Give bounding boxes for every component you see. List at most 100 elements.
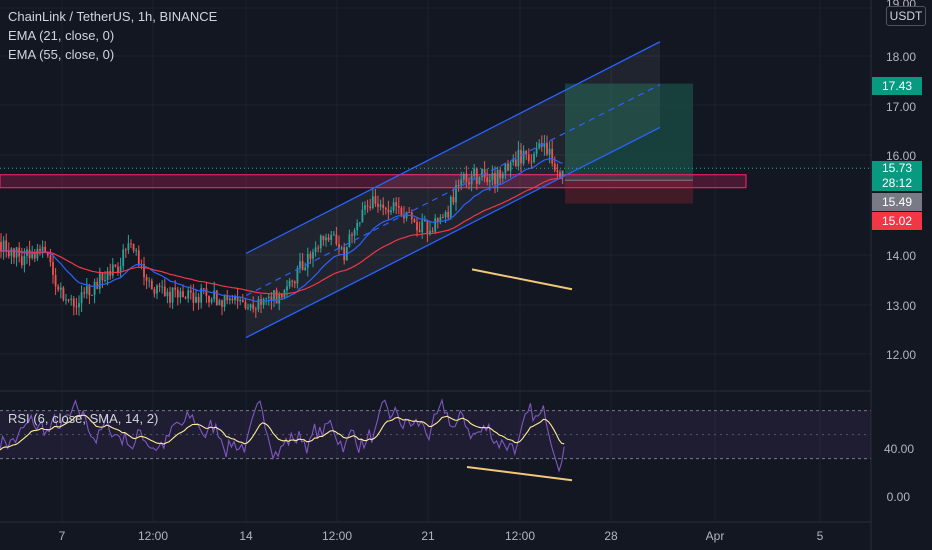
candle-body (169, 291, 171, 303)
candle-body (205, 288, 208, 296)
candle-body (135, 250, 138, 252)
candle-body (228, 298, 231, 301)
candle-body (322, 235, 325, 241)
target-price-tag: 17.43 (872, 77, 922, 95)
candle-body (356, 222, 359, 231)
stop-zone (565, 180, 693, 204)
time-tick: 28 (604, 529, 618, 543)
candle-body (275, 290, 278, 304)
candle-body (44, 246, 47, 253)
candle-body (23, 255, 26, 266)
stop-price-tag: 15.02 (872, 212, 922, 230)
candle-body (52, 262, 54, 275)
candle-body (192, 292, 195, 303)
price-tick-partial: 19.00 (886, 0, 916, 11)
candle-body (348, 234, 351, 248)
candle-body (166, 291, 169, 297)
candle-body (301, 261, 304, 270)
candle-body (314, 247, 317, 253)
candle-body (296, 268, 299, 284)
candle-body (491, 173, 494, 181)
candle-body (33, 253, 36, 259)
candle-body (317, 247, 320, 249)
candle-body (551, 148, 554, 164)
ema21-legend[interactable]: EMA (21, close, 0) (8, 28, 115, 43)
candle-body (249, 304, 252, 308)
symbol-title[interactable]: ChainLink / TetherUS, 1h, BINANCE (8, 9, 218, 24)
candle-body (460, 179, 463, 186)
candle-body (236, 296, 239, 302)
candle-body (189, 290, 192, 293)
candle-body (241, 299, 244, 303)
price-tick: 17.00 (886, 100, 916, 114)
candle-body (335, 234, 338, 245)
candle-body (67, 299, 70, 301)
candle-body (91, 294, 93, 296)
candle-body (468, 182, 470, 185)
candle-body (174, 287, 177, 290)
candle-body (309, 253, 312, 259)
candle-body (421, 220, 424, 233)
candle-body (62, 287, 65, 300)
candle-body (104, 280, 106, 282)
candle-body (0, 241, 2, 252)
candle-body (408, 212, 411, 214)
candle-body (54, 274, 57, 287)
price-tick: 13.00 (886, 299, 916, 313)
time-tick: 12:00 (505, 529, 535, 543)
ema55-legend[interactable]: EMA (55, close, 0) (8, 47, 115, 62)
currency-button[interactable]: USDT (886, 6, 926, 26)
candle-body (512, 159, 515, 163)
candle-body (449, 196, 452, 218)
candle-body (78, 303, 80, 308)
candle-body (353, 230, 356, 236)
candle-body (447, 211, 450, 218)
candle-body (525, 150, 528, 155)
candle-body (153, 289, 156, 294)
candle-body (143, 264, 145, 278)
candle-body (106, 271, 109, 281)
candle-body (171, 287, 174, 303)
rsi-legend[interactable]: RSI (6, close, SMA, 14, 2) (8, 411, 159, 426)
candle-body (49, 255, 52, 263)
candle-body (163, 286, 166, 297)
candle-body (319, 235, 322, 249)
candle-body (538, 143, 541, 149)
candle-body (527, 154, 530, 162)
candle-body (182, 291, 184, 298)
candle-body (127, 243, 130, 250)
candle-body (226, 295, 229, 301)
candle-body (5, 240, 8, 251)
candle-body (327, 237, 330, 240)
candle-body (286, 286, 288, 291)
candle-body (371, 196, 374, 209)
rsi-tick: 0.00 (887, 490, 911, 504)
rsi-lines (0, 398, 565, 473)
candle-body (486, 177, 489, 183)
candle-body (244, 302, 247, 308)
candle-body (304, 267, 307, 270)
candle-body (306, 253, 309, 268)
candle-body (210, 299, 213, 303)
candle-body (158, 285, 161, 287)
candle-body (85, 286, 88, 294)
candle-body (465, 173, 468, 183)
candle-body (221, 300, 223, 307)
rsi-sma-line (0, 414, 565, 451)
candle-body (273, 290, 275, 301)
candle-body (442, 217, 444, 219)
candle-body (288, 280, 291, 287)
candle-body (548, 148, 551, 155)
candle-body (481, 169, 483, 178)
candle-body (364, 205, 366, 210)
candle-body (514, 159, 517, 167)
countdown-tag: 28:12 (872, 176, 922, 191)
candle-body (395, 202, 398, 207)
entry-price-tag: 15.49 (872, 193, 922, 211)
channel-midline (245, 84, 661, 297)
candle-body (293, 281, 296, 284)
candle-body (179, 291, 182, 298)
candle-body (379, 204, 382, 207)
candle-body (265, 297, 268, 299)
